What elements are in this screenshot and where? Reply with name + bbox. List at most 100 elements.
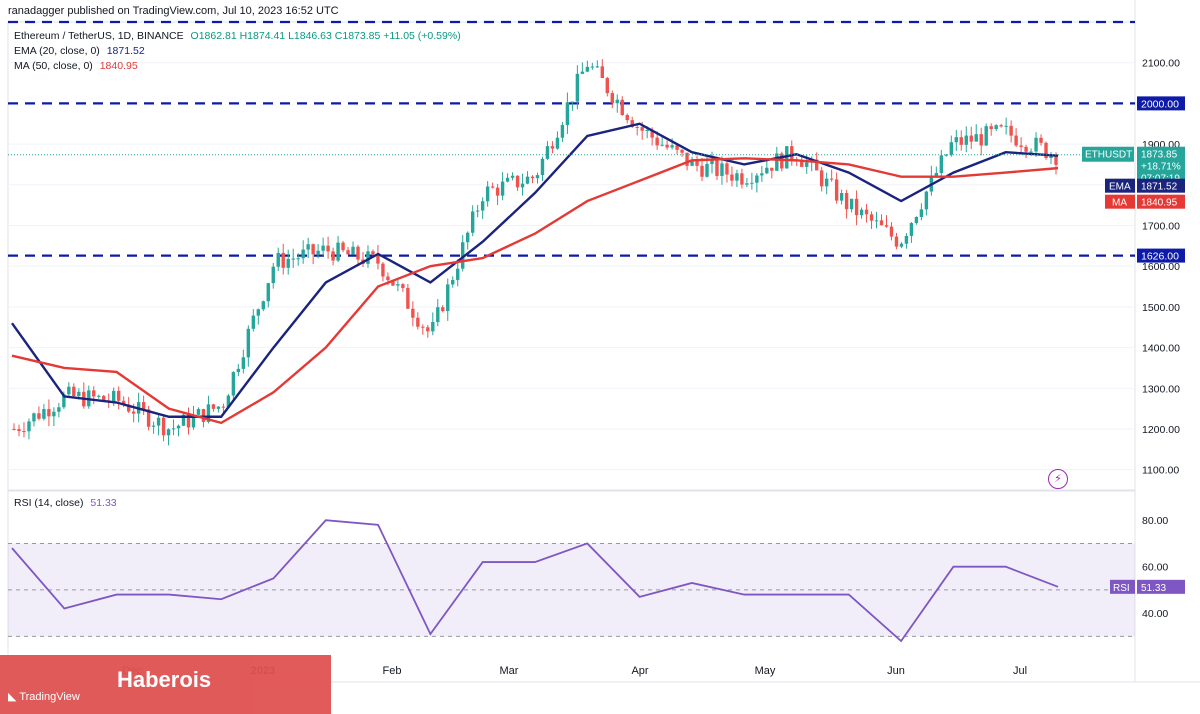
- candle-body: [480, 201, 485, 211]
- candle-body: [954, 137, 958, 143]
- candle-body: [510, 175, 515, 178]
- ema-legend: EMA (20, close, 0) 1871.52: [14, 45, 145, 57]
- candle-body: [1019, 145, 1023, 147]
- last-price-tag: [1137, 146, 1185, 185]
- candle-body: [600, 66, 605, 79]
- candle-body: [560, 125, 565, 138]
- candle-body: [62, 394, 66, 408]
- candle-body: [52, 411, 56, 417]
- candle-body: [1054, 154, 1058, 165]
- candle-body: [959, 137, 963, 145]
- candle-body: [141, 402, 146, 410]
- high-value: H1874.41: [239, 30, 286, 42]
- candle-body: [829, 178, 834, 180]
- candle-body: [1009, 125, 1013, 136]
- candle-body: [495, 187, 500, 196]
- rsi-tag-value-box: [1137, 579, 1185, 594]
- candle-body: [456, 268, 460, 280]
- candle-body: [595, 66, 600, 68]
- candle-body: [854, 198, 859, 216]
- candle-body: [57, 407, 61, 412]
- candle-body: [670, 145, 674, 148]
- candle-body: [121, 400, 126, 405]
- candle-body: [461, 242, 465, 269]
- candle-body: [640, 127, 644, 131]
- candle-body: [12, 428, 16, 430]
- candle-body: [730, 174, 734, 181]
- candle-body: [894, 236, 899, 247]
- candle-body: [874, 220, 879, 222]
- candle-body: [939, 155, 944, 174]
- candle-body: [859, 209, 864, 216]
- candle-body: [949, 142, 954, 155]
- last-price-label: 1873.85: [1141, 150, 1178, 161]
- tradingview-text: TradingView: [19, 691, 80, 703]
- candle-body: [356, 246, 360, 260]
- candle-body: [231, 372, 236, 396]
- candle-body: [376, 254, 380, 264]
- candle-body: [186, 414, 191, 428]
- ema-tag: [1105, 178, 1135, 193]
- rsi-tag-value: 51.33: [1141, 583, 1166, 594]
- candle-body: [864, 209, 869, 215]
- rsi-tag-label: RSI: [1113, 583, 1130, 594]
- candle-body: [426, 327, 430, 332]
- level-tag-label: 1626.00: [1141, 251, 1179, 263]
- candle-body: [585, 66, 590, 72]
- candle-body: [416, 317, 420, 327]
- candle-body: [530, 176, 535, 179]
- candle-body: [645, 129, 649, 131]
- candle-body: [620, 99, 624, 115]
- candle-body: [805, 162, 809, 167]
- symbol-name: Ethereum / TetherUS, 1D, BINANCE: [14, 30, 184, 42]
- candle-body: [221, 406, 226, 408]
- time-axis-label: Apr: [631, 665, 648, 677]
- price-tick-label: 1700.00: [1142, 220, 1180, 232]
- symbol-legend: Ethereum / TetherUS, 1D, BINANCE O1862.8…: [14, 30, 461, 42]
- candle-body: [745, 183, 749, 185]
- candle-body: [695, 160, 699, 166]
- candle-body: [42, 409, 46, 419]
- candle-body: [575, 73, 580, 102]
- candle-body: [660, 144, 664, 146]
- candle-body: [206, 404, 211, 422]
- low-value: L1846.63: [288, 30, 332, 42]
- price-tick-label: 1200.00: [1142, 424, 1180, 436]
- candle-body: [1029, 151, 1033, 153]
- candle-body: [750, 182, 754, 184]
- candle-body: [680, 149, 684, 153]
- candle-body: [396, 284, 400, 286]
- candle-body: [326, 245, 330, 252]
- change-pct-label: +18.71%: [1141, 162, 1181, 173]
- time-axis-label: Jul: [1013, 665, 1027, 677]
- ma-tag-value-box: [1137, 194, 1185, 209]
- candle-body: [421, 326, 425, 328]
- candle-body: [884, 225, 889, 227]
- candle-body: [281, 252, 285, 268]
- open-value: O1862.81: [190, 30, 237, 42]
- candle-body: [271, 266, 275, 284]
- candle-body: [411, 308, 415, 318]
- change-value: +11.05 (+0.59%): [383, 30, 461, 42]
- candle-body: [366, 251, 370, 264]
- candle-body: [261, 301, 265, 310]
- banner-text: Haberois: [117, 667, 212, 692]
- candle-body: [32, 413, 36, 422]
- candle-body: [909, 223, 914, 236]
- candle-body: [675, 145, 679, 150]
- candle-body: [924, 191, 929, 210]
- candle-body: [515, 175, 520, 188]
- candle-body: [555, 137, 560, 149]
- candle-body: [351, 246, 355, 255]
- ma-tag-label: MA: [1112, 198, 1127, 209]
- lightning-icon[interactable]: ⚡: [1048, 469, 1068, 489]
- candle-body: [819, 170, 824, 187]
- candle-body: [296, 258, 300, 260]
- candle-body: [381, 263, 385, 277]
- candle-body: [844, 193, 849, 210]
- ma-line: [11, 157, 1059, 425]
- candle-body: [570, 101, 575, 103]
- candle-body: [590, 66, 595, 68]
- candle-body: [47, 409, 51, 417]
- candle-body: [246, 328, 251, 358]
